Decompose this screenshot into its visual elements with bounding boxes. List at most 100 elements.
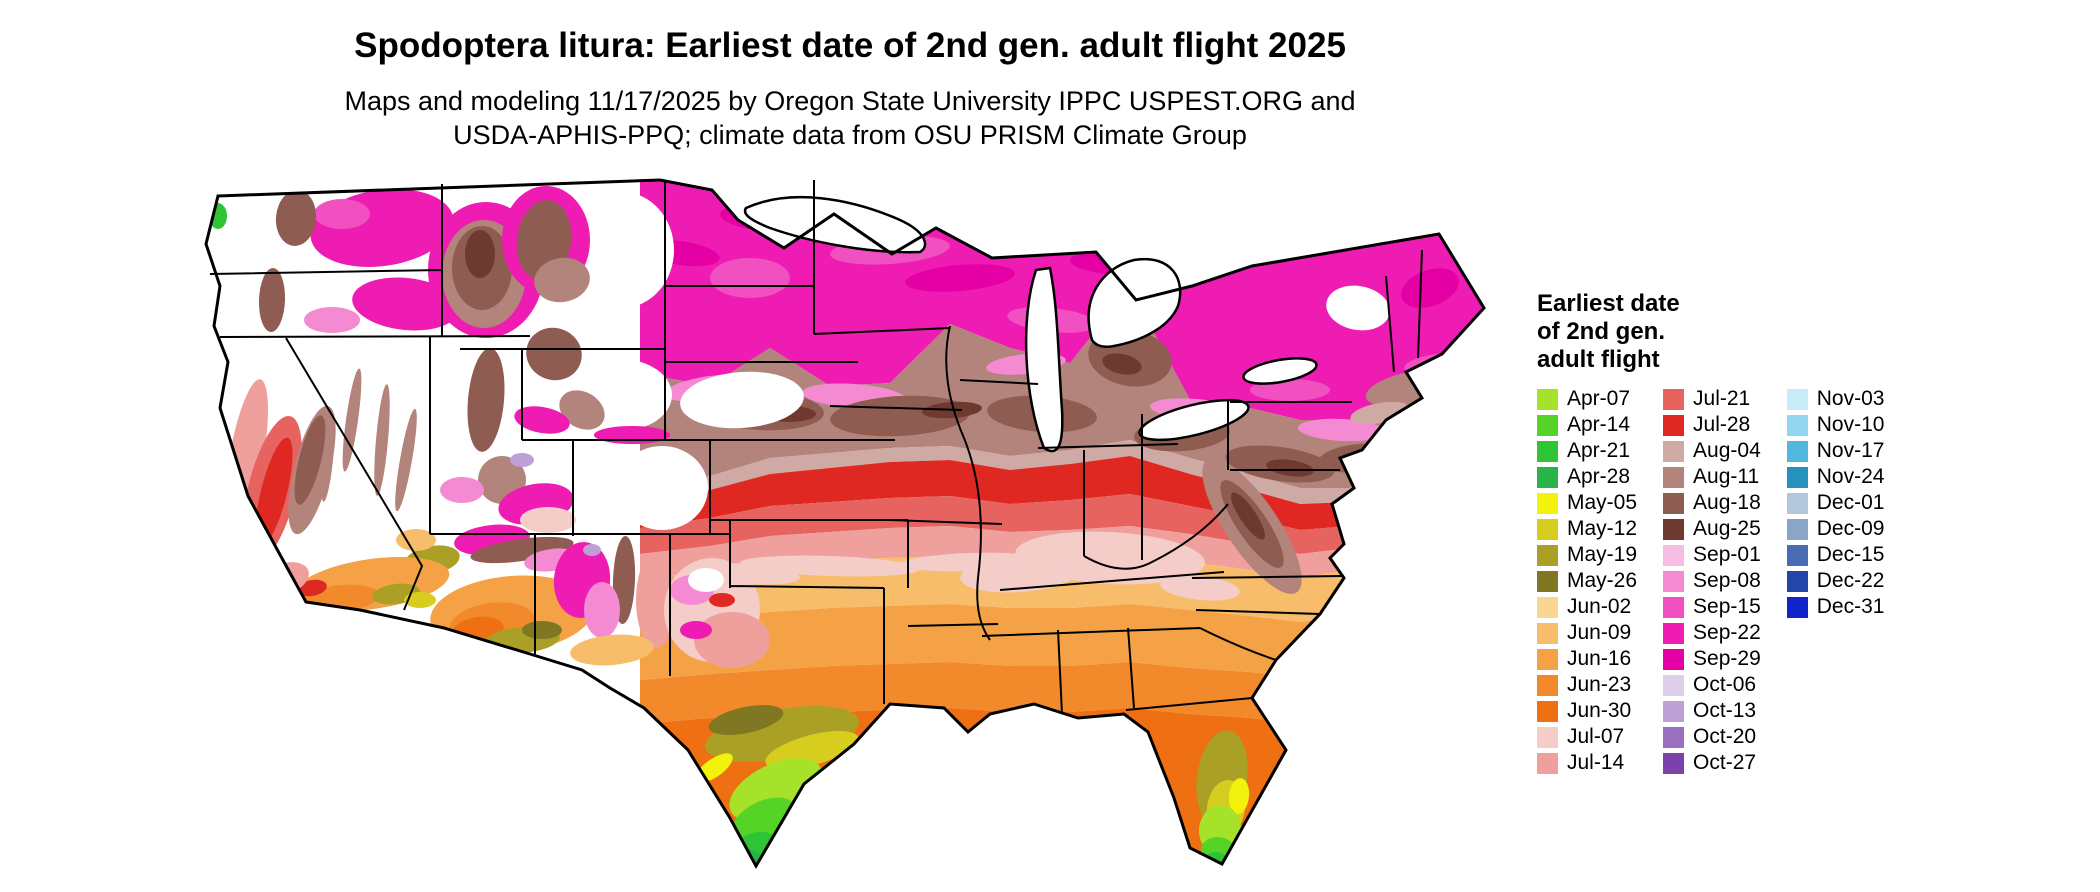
legend-entry: Jun-16 (1537, 646, 1637, 672)
legend-entry: Sep-01 (1663, 542, 1761, 568)
legend-swatch (1537, 544, 1558, 566)
date-region-Oct-13 (510, 453, 534, 467)
legend-label: Jul-07 (1567, 725, 1625, 748)
legend-swatch (1663, 544, 1685, 566)
date-band-Aug-04 (640, 438, 1484, 504)
date-region-Aug-25 (465, 230, 495, 278)
legend-entry: Oct-06 (1663, 672, 1761, 698)
date-region-Jun-30 (1242, 723, 1282, 793)
date-region-Aug-11 (534, 257, 590, 303)
lake-ontario (1242, 357, 1318, 385)
legend-swatch (1663, 414, 1685, 436)
legend-entry: Sep-08 (1663, 568, 1761, 594)
no-data-region (688, 568, 724, 592)
date-region-Aug-18 (294, 415, 326, 505)
legend-swatch (1663, 726, 1685, 748)
lake-huron (1087, 257, 1182, 348)
legend-label: May-19 (1567, 543, 1638, 566)
date-region-Aug-18 (526, 327, 582, 381)
legend-label: Apr-21 (1567, 439, 1631, 462)
map-fill-area (206, 180, 1484, 866)
legend-label: Nov-24 (1816, 465, 1885, 488)
legend-label: Sep-15 (1693, 595, 1761, 618)
legend-label: Jul-21 (1693, 387, 1751, 410)
legend-label: Apr-14 (1567, 413, 1631, 436)
date-region-Sep-22 (594, 426, 670, 444)
legend-swatch (1663, 674, 1685, 696)
legend-entry: Nov-10 (1786, 412, 1885, 438)
legend-swatch (1786, 544, 1808, 566)
legend-entry: Apr-07 (1537, 386, 1637, 412)
legend-label: Sep-22 (1693, 621, 1761, 644)
legend-swatch (1537, 388, 1558, 410)
legend-label: Dec-31 (1816, 595, 1885, 618)
date-region-Jun-09 (570, 634, 654, 666)
legend-title: Earliest date of 2nd gen. adult flight (1537, 290, 1910, 374)
legend-swatch (1786, 596, 1808, 618)
date-region-Sep-15 (710, 258, 790, 298)
legend-swatch (1663, 388, 1685, 410)
legend-label: May-05 (1567, 491, 1638, 514)
legend-label: Dec-01 (1816, 491, 1885, 514)
legend-entry: Apr-14 (1537, 412, 1637, 438)
subtitle-line-1: Maps and modeling 11/17/2025 by Oregon S… (344, 86, 1356, 116)
date-region-May-12 (404, 592, 436, 608)
date-band-Jul-21 (640, 484, 1484, 554)
legend-label: Jun-02 (1567, 595, 1632, 618)
legend-entry: Dec-22 (1786, 568, 1885, 594)
legend-label: Dec-22 (1816, 569, 1885, 592)
legend-swatch (1537, 440, 1558, 462)
date-region-Sep-22 (514, 406, 570, 434)
legend-label: Jun-23 (1567, 673, 1632, 696)
legend-swatch (1663, 622, 1685, 644)
lake-michigan (1024, 266, 1064, 453)
no-data-region (570, 192, 674, 308)
date-region-Jul-14 (694, 612, 770, 668)
date-region-Sep-08 (1298, 418, 1386, 442)
legend-entry: Sep-29 (1663, 646, 1761, 672)
legend-entry: Jun-02 (1537, 594, 1637, 620)
legend-swatch (1786, 518, 1808, 540)
legend-entry: Aug-25 (1663, 516, 1761, 542)
date-region-Jul-28 (297, 579, 327, 597)
date-region-Aug-18 (470, 536, 574, 564)
subtitle-line-2: USDA-APHIS-PPQ; climate data from OSU PR… (453, 120, 1247, 150)
legend-entry: Jun-09 (1537, 620, 1637, 646)
legend-label: Jul-28 (1693, 413, 1751, 436)
legend-entry: Jun-23 (1537, 672, 1637, 698)
legend-label: May-12 (1567, 517, 1638, 540)
legend-column: Nov-03 Nov-10 Nov-17 Nov-24 Dec-01 Dec-09 Dec-… (1786, 386, 1885, 776)
legend-swatch (1663, 648, 1685, 670)
date-region-Aug-25 (1102, 353, 1142, 375)
legend-swatch (1786, 466, 1808, 488)
legend-swatch (1537, 492, 1558, 514)
legend-entry: Aug-11 (1663, 464, 1761, 490)
date-region-Oct-13 (583, 544, 601, 556)
page-title: Spodoptera litura: Earliest date of 2nd … (354, 26, 1346, 65)
date-region-Jul-07 (1160, 575, 1240, 601)
date-region-Sep-08 (584, 582, 620, 638)
legend-entry: Dec-09 (1786, 516, 1884, 542)
legend-swatch (1786, 388, 1808, 410)
date-region-Jul-07 (520, 507, 576, 533)
legend-label: Sep-29 (1693, 647, 1761, 670)
legend-entry: Nov-24 (1786, 464, 1885, 490)
legend-entry: Dec-01 (1786, 490, 1885, 516)
legend-entry: May-05 (1537, 490, 1637, 516)
lake-superior (743, 195, 927, 254)
legend-entry: May-26 (1537, 568, 1637, 594)
legend-column: Jul-21 Jul-28 Aug-04 Aug-11 Aug-18 Aug-25 Sep-… (1663, 386, 1761, 776)
legend-entry: Jul-07 (1537, 724, 1637, 750)
no-data-region (1326, 285, 1390, 331)
date-region-Sep-08 (304, 307, 360, 333)
legend-swatch (1663, 700, 1685, 722)
legend-swatch (1537, 570, 1558, 592)
us-map (204, 178, 1486, 868)
legend-label: May-26 (1567, 569, 1638, 592)
legend-label: Nov-10 (1816, 413, 1885, 436)
date-band-Jul-28 (640, 454, 1484, 530)
legend-swatch (1786, 414, 1808, 436)
legend-label: Oct-13 (1693, 699, 1757, 722)
legend-entry: Sep-15 (1663, 594, 1761, 620)
date-region-Sep-22 (680, 621, 712, 639)
